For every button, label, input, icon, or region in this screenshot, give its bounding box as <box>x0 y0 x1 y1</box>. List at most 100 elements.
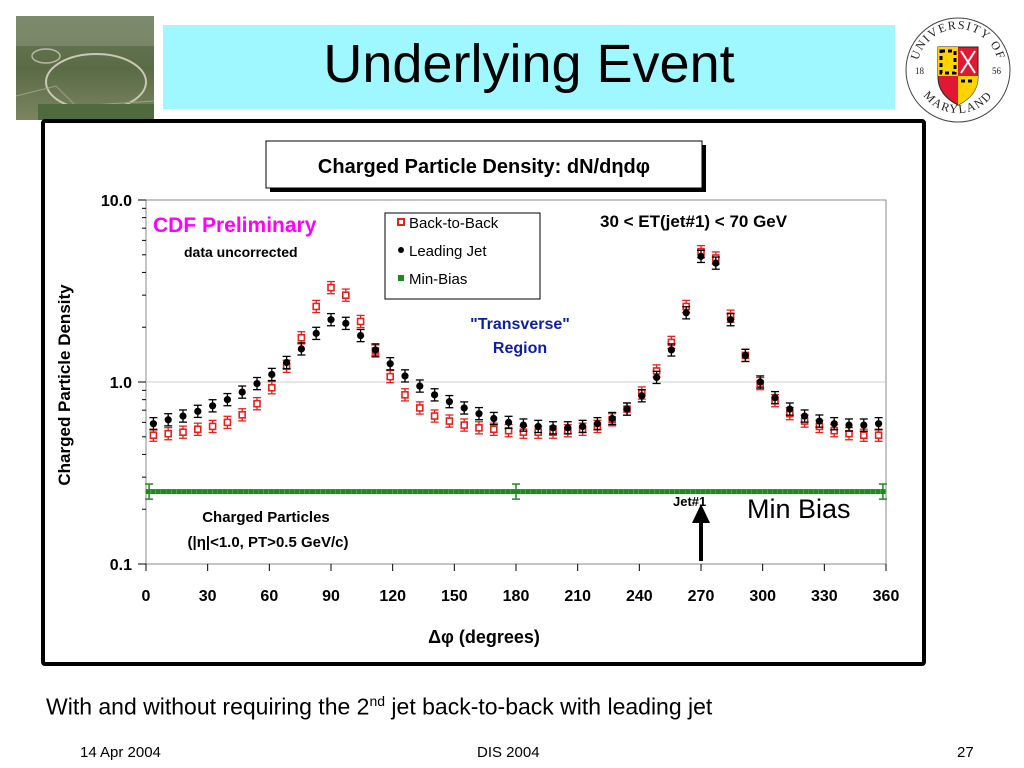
legend <box>384 212 541 300</box>
min-bias-point <box>320 489 326 495</box>
min-bias-point <box>155 489 161 495</box>
back-to-back-point <box>164 429 172 438</box>
leading-jet-point <box>312 329 320 337</box>
min-bias-point <box>685 489 691 495</box>
min-bias-point <box>238 489 244 495</box>
min-bias-point <box>700 489 706 495</box>
x-tick-label: 30 <box>199 588 217 605</box>
leading-jet-point <box>697 252 705 260</box>
min-bias-point <box>474 489 480 495</box>
plot-layer: 0.1 1.0 10.0 0 30 60 90 120 150 180 210 240 270 300 33… <box>101 193 900 605</box>
min-bias-point <box>299 489 305 495</box>
leading-jet-point <box>786 405 794 413</box>
footer-date: 14 Apr 2004 <box>80 744 161 761</box>
y-axis-label: Charged Particle Density <box>55 284 74 486</box>
min-bias-point <box>710 489 716 495</box>
leading-jet-point <box>741 351 750 360</box>
charged-particles-line2: (|η|<1.0, PT>0.5 GeV/c) <box>188 534 349 551</box>
min-bias-point <box>438 489 444 495</box>
back-to-back-point <box>194 425 202 434</box>
slide-caption: With and without requiring the 2nd jet b… <box>46 693 712 721</box>
min-bias-point <box>608 489 614 495</box>
min-bias-point <box>222 489 228 495</box>
min-bias-point <box>479 489 485 495</box>
back-to-back-point <box>223 418 232 427</box>
leading-jet-point <box>386 360 394 368</box>
min-bias-point <box>741 489 747 495</box>
back-to-back-point <box>297 333 306 342</box>
min-bias-point <box>284 489 290 495</box>
back-to-back-point <box>341 291 350 299</box>
min-bias-point <box>839 489 845 495</box>
min-bias-point <box>279 489 285 495</box>
min-bias-point <box>556 489 562 495</box>
min-bias-point <box>829 489 835 495</box>
back-to-back-point <box>430 412 439 420</box>
min-bias-point <box>623 489 629 495</box>
min-bias-point <box>628 489 634 495</box>
leading-jet-point <box>371 346 379 354</box>
leading-jet-point <box>534 422 542 431</box>
min-bias-point <box>335 489 341 495</box>
min-bias-point <box>248 489 254 495</box>
x-tick-label: 0 <box>142 588 151 605</box>
min-bias-point <box>423 489 429 495</box>
leading-jet-point <box>712 259 720 267</box>
min-bias-point <box>371 489 377 495</box>
min-bias-point <box>767 489 773 495</box>
legend-marker-leading-jet <box>398 247 404 253</box>
min-bias-point <box>638 489 644 495</box>
leading-jet-point <box>564 424 572 432</box>
min-bias-point <box>469 489 475 495</box>
min-bias-point <box>680 489 685 495</box>
min-bias-point <box>844 489 850 495</box>
leading-jet-point <box>875 420 883 428</box>
caption-sup: nd <box>369 693 386 709</box>
min-bias-point <box>762 489 768 495</box>
min-bias-point <box>577 489 583 495</box>
min-bias-point <box>345 489 351 495</box>
min-bias-point <box>202 489 208 495</box>
leading-jet-point <box>283 358 291 367</box>
min-bias-point <box>834 489 840 495</box>
min-bias-point <box>859 489 865 495</box>
min-bias-point <box>166 489 172 495</box>
back-to-back-point <box>445 417 454 425</box>
min-bias-point <box>212 489 218 495</box>
back-to-back-point <box>208 422 217 431</box>
leading-jet-point <box>549 424 557 432</box>
min-bias-point <box>854 489 860 495</box>
data-uncorrected-label: data uncorrected <box>184 244 298 260</box>
min-bias-point <box>602 489 608 495</box>
min-bias-point <box>751 489 757 495</box>
min-bias-point <box>530 489 536 495</box>
leading-jet-point <box>667 346 676 354</box>
leading-jet-point <box>238 388 246 396</box>
leading-jet-point <box>327 316 335 324</box>
leading-jet-point <box>519 421 527 429</box>
min-bias-point <box>196 489 202 495</box>
min-bias-point <box>818 489 824 495</box>
min-bias-point <box>181 489 187 495</box>
leading-jet-point <box>194 407 202 415</box>
title-bar: Underlying Event <box>163 25 895 109</box>
min-bias-point <box>356 489 362 495</box>
min-bias-point <box>865 489 870 495</box>
x-tick-label: 180 <box>503 588 530 605</box>
min-bias-point <box>417 489 423 495</box>
leading-jet-point <box>579 422 587 431</box>
min-bias-point <box>705 489 711 495</box>
legend-label-min-bias: Min-Bias <box>409 271 467 288</box>
min-bias-point <box>443 489 449 495</box>
min-bias-point <box>263 489 269 495</box>
x-tick-label: 300 <box>749 588 776 605</box>
legend-label-leading-jet: Leading Jet <box>409 243 487 260</box>
min-bias-point <box>757 489 763 495</box>
min-bias-label: Min Bias <box>747 494 851 524</box>
leading-jet-point <box>268 370 276 379</box>
min-bias-point <box>772 489 778 495</box>
min-bias-point <box>674 489 680 495</box>
back-to-back-point <box>415 404 424 412</box>
x-tick-label: 150 <box>441 588 468 605</box>
back-to-back-point <box>401 391 409 399</box>
